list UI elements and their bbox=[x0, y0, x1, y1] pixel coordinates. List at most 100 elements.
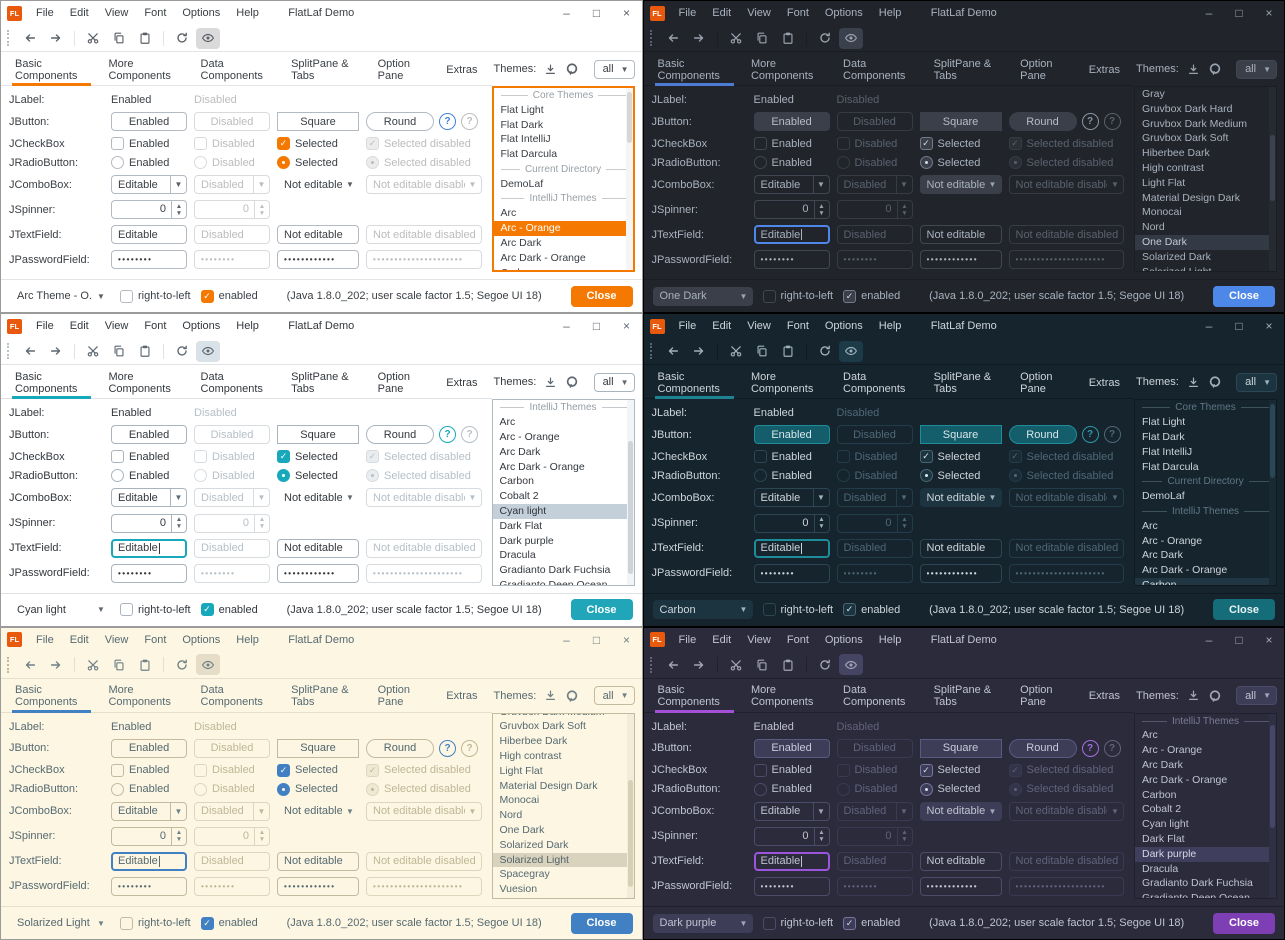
tab-basic-components[interactable]: Basic Components bbox=[5, 54, 98, 86]
jtextfield-editable-textfield[interactable]: Editable bbox=[753, 538, 830, 558]
jspinner-0-spinner[interactable]: 0 ▲ ▼ bbox=[753, 513, 830, 533]
spinner-up-down-icons[interactable]: ▲ ▼ bbox=[813, 827, 829, 845]
help-button[interactable]: ? bbox=[439, 426, 456, 444]
theme-item-arc[interactable]: Arc bbox=[1142, 519, 1158, 532]
jspinner-0-spinner[interactable]: 0 ▲ ▼ bbox=[753, 200, 830, 220]
help-button[interactable]: ? bbox=[439, 739, 456, 757]
tab-data-components[interactable]: Data Components bbox=[200, 684, 263, 709]
show-hidden-eye-icon[interactable] bbox=[196, 27, 220, 49]
tab-splitpane-tabs[interactable]: SplitPane & Tabs bbox=[933, 684, 992, 709]
tab-more-components[interactable]: More Components bbox=[108, 57, 171, 82]
theme-item-arc-dark-orange[interactable]: Arc Dark - Orange bbox=[499, 460, 585, 473]
jbutton-round-button[interactable]: Round bbox=[366, 738, 434, 758]
theme-item-gruvbox-dark-soft[interactable]: Gruvbox Dark Soft bbox=[1142, 132, 1229, 145]
jradiobutton-selected-radio[interactable]: Selected bbox=[277, 469, 359, 483]
cut-icon[interactable] bbox=[724, 654, 748, 675]
theme-item-monocai[interactable]: Monocai bbox=[1142, 206, 1182, 219]
theme-item-high-contrast[interactable]: High contrast bbox=[1142, 161, 1204, 174]
theme-filter-combo[interactable]: all ▼ bbox=[593, 372, 635, 392]
enabled-checkbox[interactable]: ✓ enabled bbox=[843, 289, 900, 303]
theme-item-flat-light[interactable]: Flat Light bbox=[500, 103, 544, 116]
jtextfield-editable-textfield[interactable]: Editable bbox=[111, 225, 187, 245]
jtextfield-editable-textfield[interactable]: Editable bbox=[111, 538, 187, 558]
theme-item-light-flat[interactable]: Light Flat bbox=[1142, 176, 1186, 189]
theme-item-light-flat[interactable]: Light Flat bbox=[499, 764, 543, 777]
tab-option-pane[interactable]: Option Pane bbox=[377, 370, 411, 395]
theme-item-spacegray[interactable]: Spacegray bbox=[499, 868, 550, 881]
scrollbar-thumb[interactable] bbox=[1270, 724, 1275, 828]
theme-item-flat-light[interactable]: Flat Light bbox=[1142, 416, 1186, 429]
refresh-icon[interactable] bbox=[813, 341, 837, 362]
refresh-icon[interactable] bbox=[813, 654, 837, 675]
cut-icon[interactable] bbox=[81, 28, 105, 49]
right-to-left-checkbox[interactable]: right-to-left bbox=[120, 289, 191, 303]
enabled-checkbox[interactable]: ✓ enabled bbox=[200, 289, 258, 303]
jbutton-square-button[interactable]: Square bbox=[277, 738, 359, 758]
jbutton-square-button[interactable]: Square bbox=[919, 112, 1002, 132]
enabled-checkbox[interactable]: ✓ enabled bbox=[200, 916, 258, 930]
back-icon[interactable] bbox=[18, 654, 42, 675]
cut-icon[interactable] bbox=[81, 341, 105, 362]
forward-icon[interactable] bbox=[44, 654, 68, 675]
jbutton-square-button[interactable]: Square bbox=[277, 112, 359, 132]
tab-splitpane-tabs[interactable]: SplitPane & Tabs bbox=[933, 57, 992, 82]
right-to-left-checkbox[interactable]: right-to-left bbox=[762, 916, 833, 930]
menu-font[interactable]: Font bbox=[144, 7, 167, 19]
jcheckbox-enabled-check[interactable]: Enabled bbox=[111, 137, 187, 151]
jpasswordfield-enabled-field[interactable]: •••••••••••• bbox=[919, 876, 1002, 896]
back-icon[interactable] bbox=[18, 28, 42, 49]
maximize-button[interactable]: □ bbox=[592, 319, 601, 334]
theme-item-arc-dark-orange[interactable]: Arc Dark - Orange bbox=[1142, 564, 1228, 577]
theme-item-arc-dark[interactable]: Arc Dark bbox=[1142, 759, 1183, 772]
menu-help[interactable]: Help bbox=[236, 633, 259, 646]
jcombobox-not-editable-combo[interactable]: Not editable ▼ bbox=[277, 175, 359, 195]
paste-icon[interactable] bbox=[133, 341, 157, 362]
copy-icon[interactable] bbox=[107, 28, 131, 49]
jpasswordfield-enabled-field[interactable]: •••••••• bbox=[111, 250, 187, 270]
menu-view[interactable]: View bbox=[104, 7, 129, 19]
theme-item-flat-intellij[interactable]: Flat IntelliJ bbox=[500, 133, 551, 146]
theme-item-nord[interactable]: Nord bbox=[1142, 221, 1165, 234]
theme-item-cyan-light-selected[interactable]: Cyan light bbox=[492, 503, 634, 519]
maximize-button[interactable]: □ bbox=[592, 6, 601, 20]
jbutton-round-button[interactable]: Round bbox=[366, 425, 434, 445]
spinner-up-down-icons[interactable]: ▲ ▼ bbox=[813, 201, 829, 219]
jradiobutton-selected-radio[interactable]: Selected bbox=[277, 156, 359, 170]
back-icon[interactable] bbox=[18, 341, 42, 362]
jbutton-square-button[interactable]: Square bbox=[919, 738, 1002, 758]
theme-selector-combo[interactable]: Arc Theme - O... ▼ bbox=[10, 286, 110, 306]
theme-item-arc-orange[interactable]: Arc - Orange bbox=[1142, 534, 1203, 547]
enabled-checkbox[interactable]: ✓ enabled bbox=[843, 916, 900, 930]
tab-extras[interactable]: Extras bbox=[446, 63, 478, 76]
jtextfield-editable-textfield[interactable]: Editable bbox=[753, 225, 830, 245]
jbutton-enabled-button[interactable]: Enabled bbox=[753, 112, 830, 132]
themes-scrollbar[interactable] bbox=[626, 713, 634, 898]
jcheckbox-selected-check[interactable]: ✓ Selected bbox=[277, 450, 359, 464]
close-window-button[interactable]: × bbox=[622, 6, 630, 20]
menu-help[interactable]: Help bbox=[236, 320, 259, 333]
menu-options[interactable]: Options bbox=[824, 7, 863, 19]
minimize-button[interactable]: – bbox=[563, 632, 570, 647]
theme-item-flat-dark[interactable]: Flat Dark bbox=[500, 118, 544, 131]
maximize-button[interactable]: □ bbox=[1235, 6, 1243, 20]
forward-icon[interactable] bbox=[44, 341, 68, 362]
jcheckbox-selected-check[interactable]: ✓ Selected bbox=[919, 450, 1002, 464]
toolbar-grip-icon[interactable] bbox=[649, 656, 654, 673]
theme-filter-combo[interactable]: all ▼ bbox=[1236, 372, 1277, 392]
theme-item-carbon[interactable]: Carbon bbox=[499, 475, 534, 488]
jradiobutton-enabled-radio[interactable]: Enabled bbox=[753, 156, 830, 170]
copy-icon[interactable] bbox=[750, 341, 774, 362]
theme-item-gray[interactable]: Gray bbox=[1142, 88, 1165, 100]
right-to-left-checkbox[interactable]: right-to-left bbox=[762, 289, 833, 303]
menu-edit[interactable]: Edit bbox=[69, 320, 89, 333]
tab-basic-components[interactable]: Basic Components bbox=[648, 367, 741, 400]
theme-item-dark-flat[interactable]: Dark Flat bbox=[1142, 833, 1185, 846]
jradiobutton-enabled-radio[interactable]: Enabled bbox=[111, 469, 187, 483]
jcombobox-editable-combo[interactable]: Editable ▼ bbox=[111, 488, 187, 508]
theme-item-gruvbox-dark-medium[interactable]: Gruvbox Dark Medium bbox=[493, 714, 634, 720]
close-window-button[interactable]: × bbox=[1265, 632, 1273, 647]
maximize-button[interactable]: □ bbox=[1235, 632, 1243, 647]
themes-scrollbar[interactable] bbox=[626, 400, 634, 585]
theme-item-solarized-light-selected[interactable]: Solarized Light bbox=[492, 852, 634, 868]
tab-splitpane-tabs[interactable]: SplitPane & Tabs bbox=[291, 370, 349, 395]
